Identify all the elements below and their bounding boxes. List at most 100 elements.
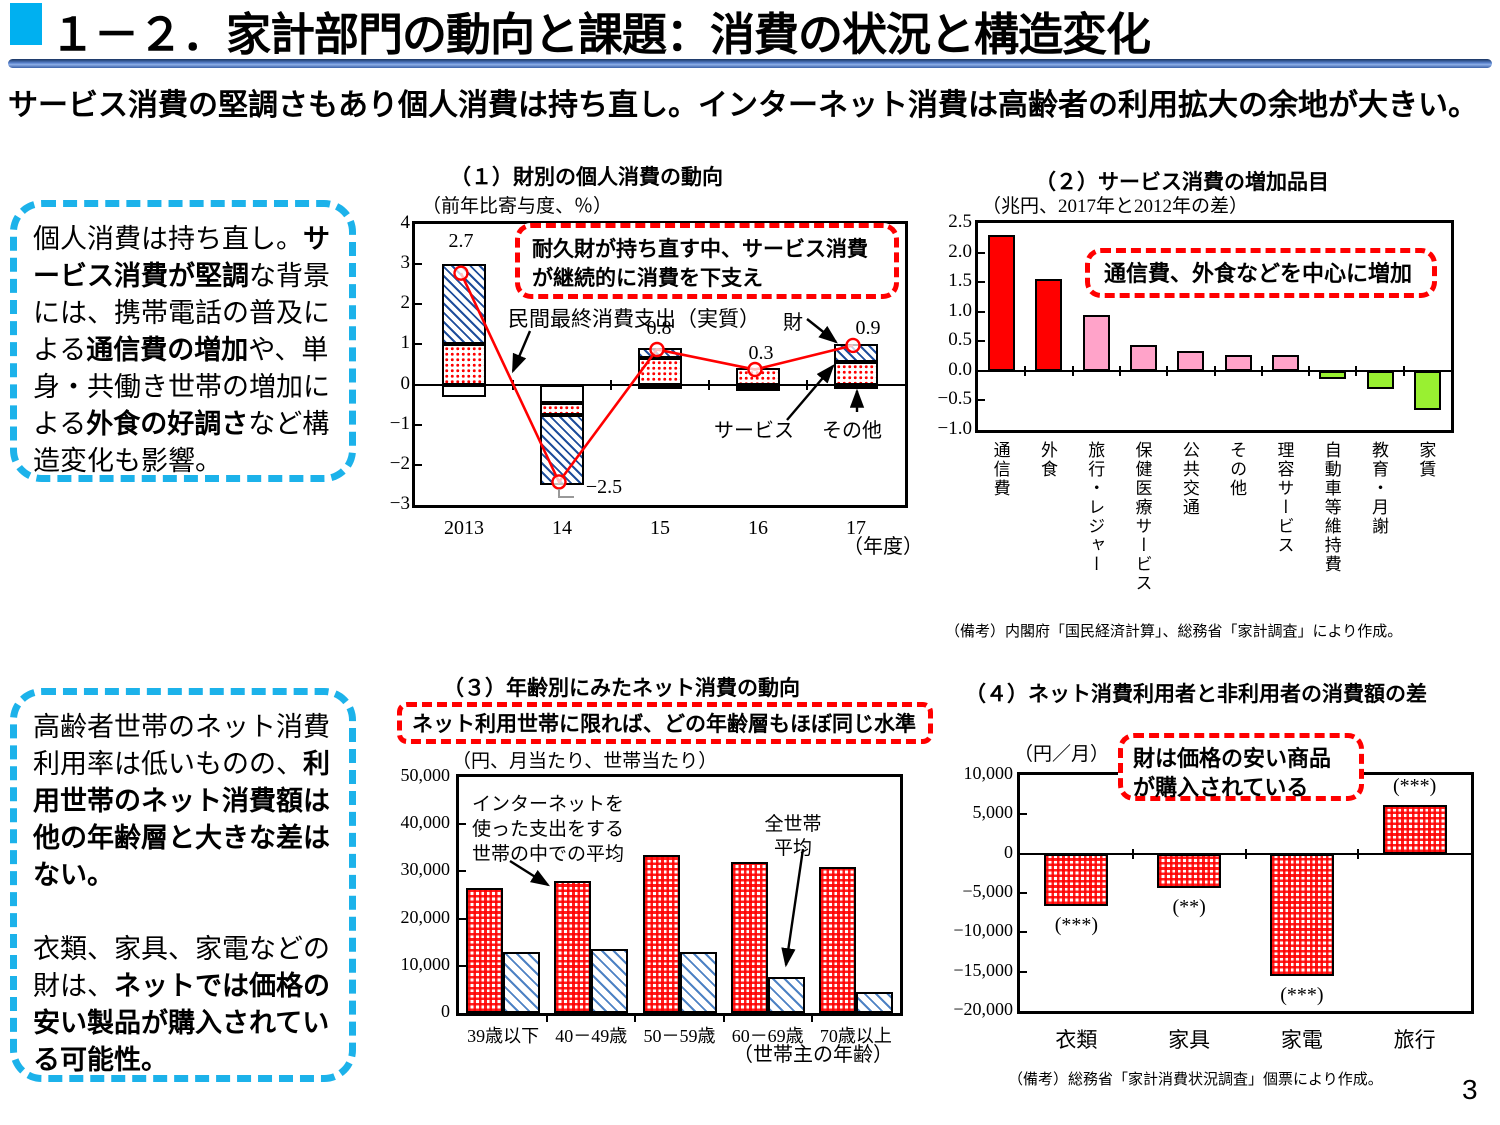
bar-segment-その他 — [834, 384, 878, 389]
y-tick-label: −2 — [389, 452, 410, 474]
y-tick-mark — [978, 310, 985, 313]
y-tick-label: −1 — [389, 412, 410, 434]
x-tick-mark — [1213, 365, 1216, 376]
bar — [1319, 370, 1347, 380]
x-category-label: 16 — [748, 517, 768, 539]
y-tick-label: 1.5 — [948, 270, 972, 292]
bar-segment-財 — [540, 414, 584, 485]
y-tick-label: 2.5 — [948, 211, 972, 232]
bar-segment-サービス — [736, 367, 780, 385]
x-category-label: 17 — [846, 517, 866, 539]
bar-net-users — [554, 880, 592, 1013]
x-tick-mark — [1355, 365, 1358, 376]
y-tick-label: 50,000 — [400, 765, 451, 785]
chart3-x-axis-suffix: （世帯主の年齢） — [733, 1044, 893, 1066]
line-point-label: −2.5 — [585, 476, 623, 498]
bar-segment-サービス — [638, 357, 682, 385]
y-tick-label: 30,000 — [400, 859, 451, 880]
x-tick-mark — [810, 1013, 813, 1022]
line-point-label: 0.3 — [748, 342, 774, 364]
bar-net-users — [818, 866, 856, 1013]
title-underline — [8, 59, 1492, 68]
y-tick-mark — [1020, 931, 1027, 934]
emphasized-text: ネットでは価格の安い製品が購入されている可能性。 — [33, 970, 330, 1075]
emphasized-text: 外食の好調さ — [86, 408, 249, 439]
y-tick-label: −3 — [389, 493, 410, 514]
x-tick-mark — [1024, 365, 1027, 376]
bar-all-households — [591, 949, 629, 1013]
y-tick-mark — [1020, 852, 1027, 855]
y-tick-label: 3 — [400, 252, 411, 274]
y-tick-label: 0 — [400, 372, 411, 394]
chart1-goods-label: 財 — [783, 312, 803, 334]
y-tick-mark — [415, 303, 422, 306]
bar-segment-サービス — [834, 362, 878, 385]
bar — [1157, 853, 1222, 889]
x-category-label: 外食 — [1037, 441, 1057, 479]
x-category-label: 2013 — [444, 517, 484, 539]
bar — [1382, 804, 1447, 854]
y-tick-label: 5,000 — [972, 802, 1014, 823]
y-tick-mark — [459, 964, 466, 967]
bar — [1269, 853, 1334, 977]
chart1-line-label: 民間最終消費支出（実質） — [508, 307, 760, 331]
chart4-annotation-box: 財は価格の安い商品が購入されている — [1118, 733, 1364, 801]
chart4-plot-area: 10,000 5,000 0 −5,000 −10,000 −15,000 −20,000 (… — [953, 763, 1474, 1052]
y-tick-mark — [978, 399, 985, 402]
page-title: １－２．家計部門の動向と課題：消費の状況と構造変化 — [50, 9, 1151, 60]
chart1-title: （１）財別の個人消費の動向 — [450, 166, 723, 189]
y-tick-mark — [415, 263, 422, 266]
emphasized-text: 通信費の増加 — [86, 334, 249, 365]
y-tick-mark — [415, 343, 422, 346]
y-tick-label: −10,000 — [953, 920, 1013, 941]
bar-segment-財 — [736, 386, 780, 391]
y-tick-label: 0.5 — [948, 329, 972, 351]
body-text: や、単身・共働き世帯の増加による — [33, 334, 330, 439]
bar — [1271, 354, 1299, 371]
x-tick-mark — [512, 379, 514, 390]
page-number: 3 — [1462, 1074, 1478, 1105]
bar-all-households — [767, 977, 805, 1013]
body-text: 高齢者世帯のネット消費利用率は低いものの、 — [33, 712, 330, 779]
bar-segment-サービス — [540, 402, 584, 415]
x-category-label: 自動車等維持費 — [1321, 441, 1341, 574]
x-tick-mark — [1357, 848, 1360, 859]
y-tick-label: 2 — [400, 292, 411, 314]
bar-all-households — [503, 951, 541, 1013]
x-tick-mark — [610, 379, 612, 390]
y-tick-label: 1 — [400, 332, 411, 354]
significance-label: (***) — [1280, 984, 1324, 1007]
y-tick-label: 0 — [1004, 841, 1013, 862]
x-tick-mark — [1071, 365, 1074, 376]
bar — [1366, 370, 1394, 389]
bar-segment-財 — [442, 264, 486, 345]
chart2-title: （２）サービス消費の増加品目 — [1035, 171, 1329, 194]
y-tick-mark — [459, 870, 466, 873]
x-category-label: 公共交通 — [1179, 441, 1199, 517]
bar — [1224, 354, 1252, 371]
y-tick-label: 0 — [441, 1001, 450, 1021]
bar-segment-財 — [834, 344, 878, 363]
chart1-other-label: その他 — [822, 420, 882, 442]
significance-label: (***) — [1054, 914, 1099, 937]
x-tick-mark — [722, 1013, 725, 1022]
x-category-label: 家電 — [1280, 1028, 1323, 1052]
bar-all-households — [855, 991, 893, 1013]
bar — [1082, 314, 1110, 371]
y-tick-label: 2.0 — [948, 240, 972, 262]
chart1-unit-label: （前年比寄与度、％） — [422, 196, 613, 217]
x-category-label: 教育・月謝 — [1369, 441, 1389, 536]
y-tick-mark — [978, 369, 985, 372]
bar-segment-その他 — [442, 384, 486, 397]
x-tick-mark — [806, 379, 808, 390]
bar-net-users — [466, 887, 504, 1013]
y-tick-mark — [1020, 970, 1027, 973]
chart2-annotation-box: 通信費、外食などを中心に増加 — [1085, 248, 1437, 298]
y-tick-label: 10,000 — [963, 763, 1014, 783]
x-tick-mark — [546, 1013, 549, 1022]
bar — [1044, 853, 1109, 907]
x-category-label: 通信費 — [990, 441, 1010, 498]
x-category-label: 家賃 — [1416, 441, 1436, 479]
bar — [1130, 345, 1158, 371]
